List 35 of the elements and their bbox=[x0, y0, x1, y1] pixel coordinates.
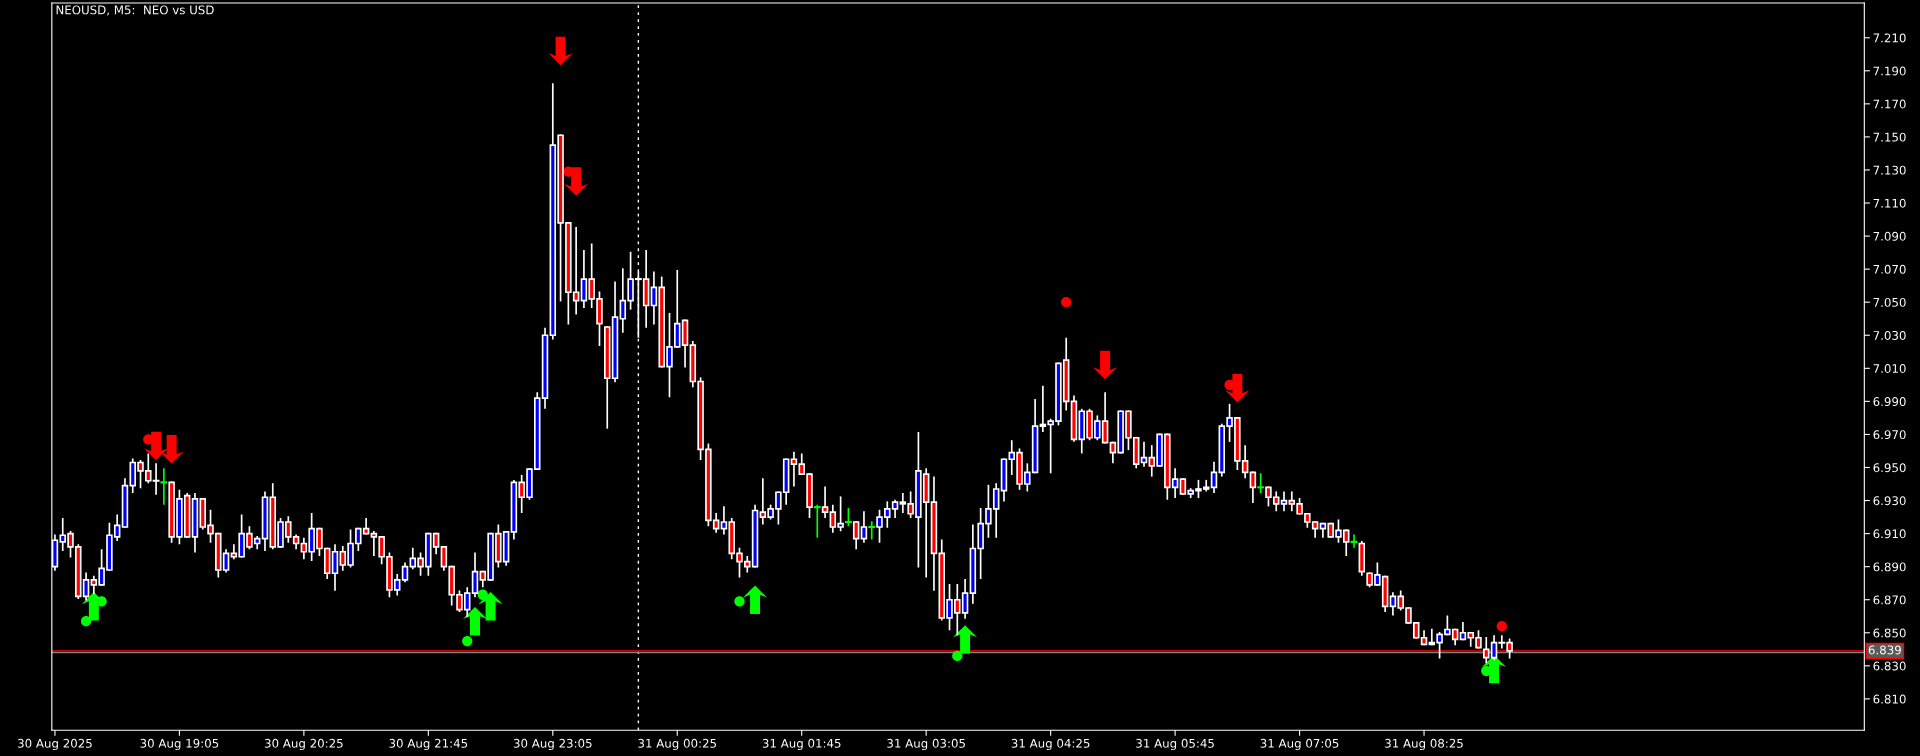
y-tick-label: 7.050 bbox=[1873, 297, 1906, 307]
y-tick-label: 6.890 bbox=[1873, 562, 1906, 572]
x-tick-label: 31 Aug 03:05 bbox=[887, 738, 965, 751]
chart-title: NEOUSD, M5: NEO vs USD bbox=[56, 5, 214, 16]
y-tick-label: 6.910 bbox=[1873, 529, 1906, 539]
y-tick-label: 7.150 bbox=[1873, 132, 1906, 142]
x-tick-label: 31 Aug 05:45 bbox=[1136, 738, 1214, 751]
y-tick-label: 7.190 bbox=[1873, 66, 1906, 76]
y-tick-label: 7.130 bbox=[1873, 165, 1906, 175]
y-tick-label: 7.210 bbox=[1873, 33, 1906, 43]
y-tick-label: 7.090 bbox=[1873, 231, 1906, 241]
y-tick-label: 6.970 bbox=[1873, 430, 1906, 440]
y-tick-label: 6.810 bbox=[1873, 694, 1906, 704]
y-tick-label: 6.930 bbox=[1873, 496, 1906, 506]
y-tick-label: 6.870 bbox=[1873, 595, 1906, 605]
x-tick-label: 31 Aug 08:25 bbox=[1385, 738, 1463, 751]
x-tick-label: 30 Aug 19:05 bbox=[140, 738, 219, 751]
y-tick-label: 6.850 bbox=[1873, 628, 1906, 638]
y-tick-label: 7.170 bbox=[1873, 99, 1906, 109]
y-tick-label: 7.030 bbox=[1873, 330, 1906, 340]
y-tick-label: 7.110 bbox=[1873, 198, 1906, 208]
y-tick-label: 7.010 bbox=[1873, 364, 1906, 373]
x-tick-label: 30 Aug 23:05 bbox=[513, 738, 592, 751]
x-tick-label: 31 Aug 01:45 bbox=[762, 738, 841, 751]
y-tick-label: 7.070 bbox=[1873, 264, 1906, 274]
x-tick-label: 31 Aug 07:05 bbox=[1260, 738, 1339, 751]
x-tick-label: 31 Aug 04:25 bbox=[1011, 738, 1090, 751]
ref-line-label: 6.839 bbox=[1868, 645, 1901, 655]
y-tick-label: 6.990 bbox=[1873, 397, 1906, 407]
y-tick-label: 6.830 bbox=[1873, 661, 1906, 671]
x-tick-label: 30 Aug 2025 bbox=[18, 738, 92, 751]
x-tick-label: 30 Aug 21:45 bbox=[389, 738, 468, 751]
x-tick-label: 31 Aug 00:25 bbox=[638, 738, 717, 751]
y-tick-label: 6.950 bbox=[1873, 463, 1906, 473]
x-tick-label: 30 Aug 20:25 bbox=[264, 738, 343, 751]
